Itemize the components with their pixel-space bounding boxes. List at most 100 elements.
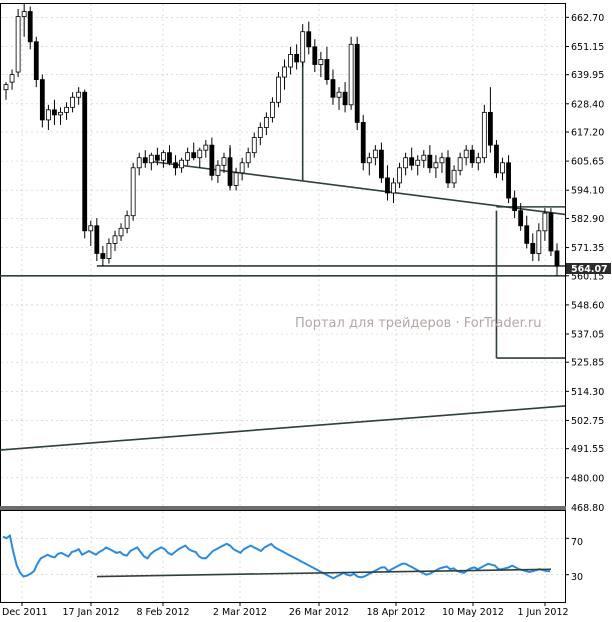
candle-body-down	[379, 149, 384, 179]
candle	[203, 140, 209, 158]
candles	[3, 4, 560, 277]
candle-body-up	[179, 159, 184, 169]
time-tick-label: Dec 2011	[2, 607, 48, 618]
candle-body-up	[282, 66, 287, 78]
candle	[500, 157, 505, 181]
price-tick-label: 617.20	[571, 128, 604, 139]
oscillator-axis: 70 30	[571, 537, 583, 583]
oscillator-tick-30: 30	[571, 572, 583, 583]
candle-body-up	[106, 243, 112, 259]
price-tick-label: 628.40	[571, 99, 604, 110]
candle-body-down	[512, 197, 518, 212]
candle-body-down	[445, 157, 451, 184]
candle	[142, 150, 148, 168]
candle-body-up	[215, 164, 221, 176]
candle	[15, 9, 21, 78]
candle-body-up	[21, 11, 27, 18]
divider-bar	[0, 506, 566, 510]
candle	[288, 46, 293, 75]
candle-body-up	[58, 111, 63, 116]
candle-body-up	[15, 16, 21, 73]
oscillator-frame	[0, 510, 566, 603]
price-tick-label: 594.10	[571, 186, 604, 197]
candle	[336, 87, 342, 110]
candle-body-down	[548, 212, 554, 252]
candle	[397, 162, 402, 188]
candle-body-up	[318, 59, 324, 65]
candle-body-up	[263, 117, 269, 128]
time-tick-label: 10 May 2012	[442, 607, 504, 618]
candle	[548, 208, 554, 257]
candle-body-down	[506, 162, 511, 199]
candle	[130, 162, 136, 221]
candle	[469, 145, 475, 168]
candle-body-up	[112, 235, 118, 244]
candle-body-down	[487, 111, 493, 146]
oscillator-line	[2, 533, 550, 580]
candle-body-up	[372, 149, 378, 159]
candle	[70, 92, 76, 113]
price-tick-label: 571.35	[571, 243, 604, 254]
candle-body-up	[457, 157, 463, 171]
candle	[209, 137, 215, 181]
candle-body-down	[518, 210, 524, 227]
candle	[433, 155, 439, 178]
candle-body-down	[427, 154, 433, 169]
candle-body-down	[409, 157, 415, 166]
price-tick-label: 662.70	[571, 13, 604, 24]
oscillator-series	[2, 533, 552, 580]
candle-body-up	[70, 96, 76, 108]
candle	[360, 114, 366, 171]
price-tick-label: 651.15	[571, 42, 604, 53]
candle	[76, 87, 82, 105]
trendline-ascending-line	[0, 405, 566, 451]
candle	[191, 142, 197, 161]
candle	[52, 99, 57, 125]
candle-body-down	[342, 91, 348, 106]
price-tick-label: 514.30	[571, 387, 604, 398]
candle	[282, 59, 287, 90]
last-price-label: 564.07	[571, 264, 608, 275]
candle	[312, 39, 318, 73]
candle	[445, 150, 451, 188]
candle	[112, 230, 118, 251]
candle-body-up	[542, 212, 548, 232]
candle-body-down	[227, 157, 233, 186]
candle-body-up	[197, 149, 203, 159]
price-tick-label: 582.90	[571, 214, 604, 225]
candle	[385, 165, 390, 201]
candle	[330, 69, 336, 105]
time-tick-label: 1 Jun 2012	[517, 607, 568, 618]
candle-body-down	[100, 253, 106, 259]
candle	[136, 152, 142, 176]
candle-body-up	[348, 43, 354, 106]
candle	[506, 155, 511, 204]
candle	[306, 21, 312, 55]
price-tick-label: 639.95	[571, 70, 604, 81]
candle	[161, 150, 166, 168]
candle-body-down	[306, 31, 312, 48]
candle-body-up	[415, 159, 421, 166]
candle-body-up	[336, 91, 342, 98]
candle	[536, 223, 542, 262]
candle-body-up	[9, 74, 15, 83]
candle	[58, 107, 63, 125]
candle-body-down	[191, 152, 197, 159]
candle	[227, 145, 233, 191]
candle-body-down	[385, 177, 390, 194]
candle-body-down	[469, 149, 475, 164]
time-axis: Dec 2011 17 Jan 2012 8 Feb 2012 2 Mar 2012 2…	[2, 602, 569, 618]
candle-body-up	[3, 84, 9, 91]
candle	[27, 6, 33, 50]
candle	[118, 223, 124, 241]
candle-body-down	[39, 79, 45, 121]
candle-body-down	[209, 144, 215, 176]
candle-body-up	[245, 152, 251, 164]
candle-body-up	[500, 162, 505, 174]
candle	[439, 152, 445, 173]
candle	[457, 152, 463, 176]
main-chart-frame	[0, 3, 566, 507]
candle-body-up	[463, 149, 469, 159]
candle	[342, 82, 348, 113]
candle-body-up	[130, 167, 136, 217]
